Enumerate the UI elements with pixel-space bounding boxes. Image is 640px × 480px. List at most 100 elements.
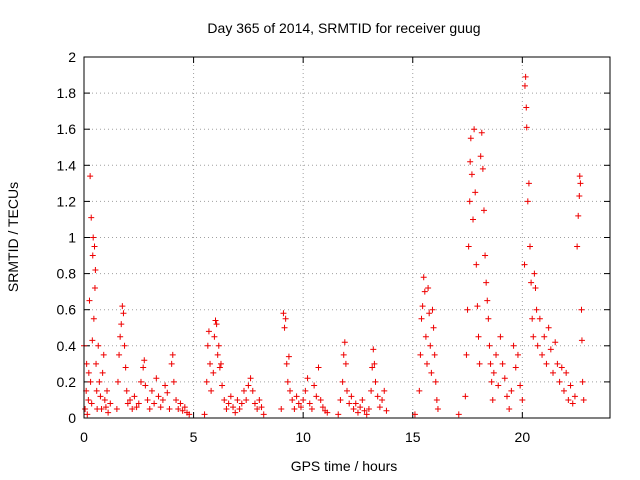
data-point-plus-marker <box>96 378 103 385</box>
data-point-plus-marker <box>142 382 149 389</box>
data-point-plus-marker <box>514 351 521 358</box>
data-point-plus-marker <box>479 165 486 172</box>
data-point-plus-marker <box>223 405 230 412</box>
data-point-plus-marker <box>133 404 140 411</box>
data-point-plus-marker <box>577 180 584 187</box>
data-point-plus-marker <box>545 324 552 331</box>
data-point-plus-marker <box>155 393 162 400</box>
data-point-plus-marker <box>342 360 349 367</box>
data-point-plus-marker <box>418 315 425 322</box>
data-point-plus-marker <box>146 405 153 412</box>
data-point-plus-marker <box>238 400 245 407</box>
y-tick-label: 1.8 <box>57 85 77 101</box>
data-point-plus-marker <box>234 396 241 403</box>
y-tick-label: 1.4 <box>57 157 77 173</box>
y-tick-label: 1.6 <box>57 121 77 137</box>
data-point-plus-marker <box>83 360 90 367</box>
data-point-plus-marker <box>129 405 136 412</box>
data-point-plus-marker <box>214 351 221 358</box>
data-point-plus-marker <box>151 400 158 407</box>
data-point-plus-marker <box>85 369 92 376</box>
data-point-plus-marker <box>280 310 287 317</box>
data-point-plus-marker <box>256 396 263 403</box>
data-point-plus-marker <box>247 375 254 382</box>
data-point-plus-marker <box>372 378 379 385</box>
data-point-plus-marker <box>232 409 239 416</box>
data-point-plus-marker <box>313 393 320 400</box>
data-point-plus-marker <box>427 342 434 349</box>
data-point-plus-marker <box>124 400 131 407</box>
data-point-plus-marker <box>432 378 439 385</box>
data-point-plus-marker <box>308 405 315 412</box>
data-point-plus-marker <box>352 400 359 407</box>
data-point-plus-marker <box>159 396 166 403</box>
data-point-plus-marker <box>173 396 180 403</box>
data-point-plus-marker <box>135 400 142 407</box>
data-point-plus-marker <box>245 382 252 389</box>
data-point-plus-marker <box>487 360 494 367</box>
data-point-plus-marker <box>221 396 228 403</box>
data-point-plus-marker <box>213 321 220 328</box>
data-point-plus-marker <box>90 234 97 241</box>
x-tick-label: 10 <box>295 429 311 445</box>
data-point-plus-marker <box>477 153 484 160</box>
data-point-plus-marker <box>574 243 581 250</box>
x-tick-label: 5 <box>190 429 198 445</box>
data-point-plus-marker <box>249 387 256 394</box>
data-point-plus-marker <box>311 382 318 389</box>
data-point-plus-marker <box>510 342 517 349</box>
data-point-plus-marker <box>289 396 296 403</box>
tick-labels: 00.20.40.60.811.21.41.61.820 5 10 15 20 <box>57 49 531 445</box>
data-point-plus-marker <box>423 360 430 367</box>
data-point-plus-marker <box>578 306 585 313</box>
data-point-plus-marker <box>93 360 100 367</box>
data-point-plus-marker <box>306 400 313 407</box>
data-point-plus-marker <box>374 393 381 400</box>
x-tick-label: 20 <box>515 429 531 445</box>
data-point-plus-marker <box>369 364 376 371</box>
data-point-plus-marker <box>361 407 368 414</box>
data-point-plus-marker <box>205 328 212 335</box>
data-point-plus-marker <box>208 387 215 394</box>
data-point-plus-marker <box>528 279 535 286</box>
data-point-plus-marker <box>204 342 211 349</box>
data-point-plus-marker <box>117 333 124 340</box>
data-point-plus-marker <box>580 396 587 403</box>
data-point-plus-marker <box>517 382 524 389</box>
data-point-plus-marker <box>225 400 232 407</box>
data-point-plus-marker <box>421 288 428 295</box>
data-point-plus-marker <box>543 360 550 367</box>
data-point-plus-marker <box>95 342 102 349</box>
data-point-plus-marker <box>550 369 557 376</box>
data-point-plus-marker <box>116 351 123 358</box>
data-point-plus-marker <box>350 405 357 412</box>
data-point-plus-marker <box>576 173 583 180</box>
data-point-plus-marker <box>383 407 390 414</box>
data-point-plus-marker <box>324 409 331 416</box>
data-point-plus-marker <box>315 364 322 371</box>
data-point-plus-marker <box>317 396 324 403</box>
x-tick-label: 0 <box>80 429 88 445</box>
data-point-plus-marker <box>157 404 164 411</box>
data-point-plus-marker <box>429 306 436 313</box>
y-tick-label: 0.8 <box>57 266 77 282</box>
data-point-plus-marker <box>216 364 223 371</box>
data-point-plus-marker <box>476 360 483 367</box>
data-point-plus-marker <box>475 333 482 340</box>
data-point-plus-marker <box>186 411 193 418</box>
data-point-plus-marker <box>101 396 108 403</box>
data-point-plus-marker <box>337 396 344 403</box>
data-point-plus-marker <box>368 387 375 394</box>
data-point-plus-marker <box>153 375 160 382</box>
data-point-plus-marker <box>88 214 95 221</box>
data-point-plus-marker <box>210 369 217 376</box>
data-point-plus-marker <box>547 346 554 353</box>
data-point-plus-marker <box>571 393 578 400</box>
data-point-plus-marker <box>85 396 92 403</box>
data-point-plus-marker <box>426 310 433 317</box>
data-point-plus-marker <box>287 387 294 394</box>
y-tick-label: 0.2 <box>57 374 77 390</box>
data-point-plus-marker <box>99 369 106 376</box>
data-point-plus-marker <box>162 382 169 389</box>
data-point-plus-marker <box>89 252 96 259</box>
